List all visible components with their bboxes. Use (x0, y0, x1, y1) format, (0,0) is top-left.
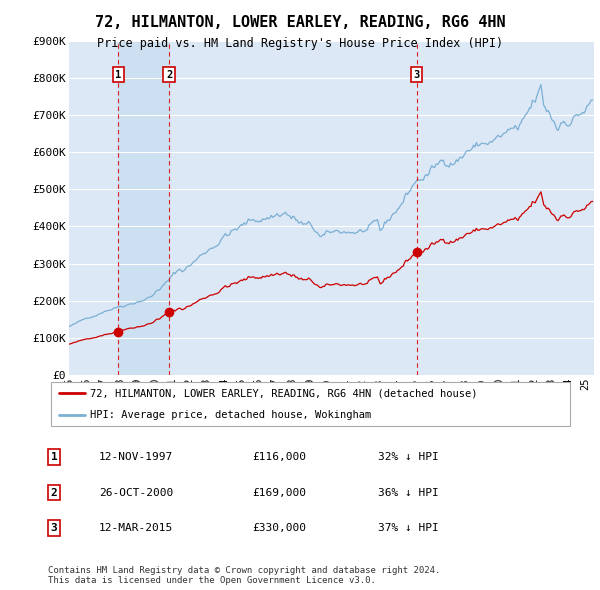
Text: £330,000: £330,000 (252, 523, 306, 533)
Text: 3: 3 (413, 70, 419, 80)
Text: 37% ↓ HPI: 37% ↓ HPI (378, 523, 439, 533)
Text: 72, HILMANTON, LOWER EARLEY, READING, RG6 4HN: 72, HILMANTON, LOWER EARLEY, READING, RG… (95, 15, 505, 30)
Text: 1: 1 (115, 70, 122, 80)
Bar (118, 41, 169, 375)
Text: 26-OCT-2000: 26-OCT-2000 (99, 488, 173, 497)
Text: 36% ↓ HPI: 36% ↓ HPI (378, 488, 439, 497)
Text: 12-NOV-1997: 12-NOV-1997 (99, 453, 173, 462)
Text: £116,000: £116,000 (252, 453, 306, 462)
Text: 72, HILMANTON, LOWER EARLEY, READING, RG6 4HN (detached house): 72, HILMANTON, LOWER EARLEY, READING, RG… (90, 388, 478, 398)
Text: 32% ↓ HPI: 32% ↓ HPI (378, 453, 439, 462)
Text: 12-MAR-2015: 12-MAR-2015 (99, 523, 173, 533)
FancyBboxPatch shape (50, 382, 571, 427)
Text: Price paid vs. HM Land Registry's House Price Index (HPI): Price paid vs. HM Land Registry's House … (97, 37, 503, 50)
Text: 1: 1 (50, 453, 58, 462)
Text: 2: 2 (50, 488, 58, 497)
Text: £169,000: £169,000 (252, 488, 306, 497)
Text: 2: 2 (166, 70, 172, 80)
Text: Contains HM Land Registry data © Crown copyright and database right 2024.
This d: Contains HM Land Registry data © Crown c… (48, 566, 440, 585)
Text: HPI: Average price, detached house, Wokingham: HPI: Average price, detached house, Woki… (90, 410, 371, 420)
Text: 3: 3 (50, 523, 58, 533)
